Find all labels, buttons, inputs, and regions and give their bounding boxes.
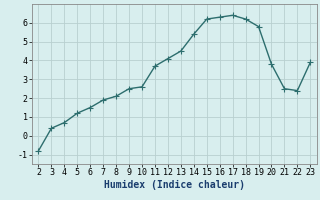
- X-axis label: Humidex (Indice chaleur): Humidex (Indice chaleur): [104, 180, 245, 190]
